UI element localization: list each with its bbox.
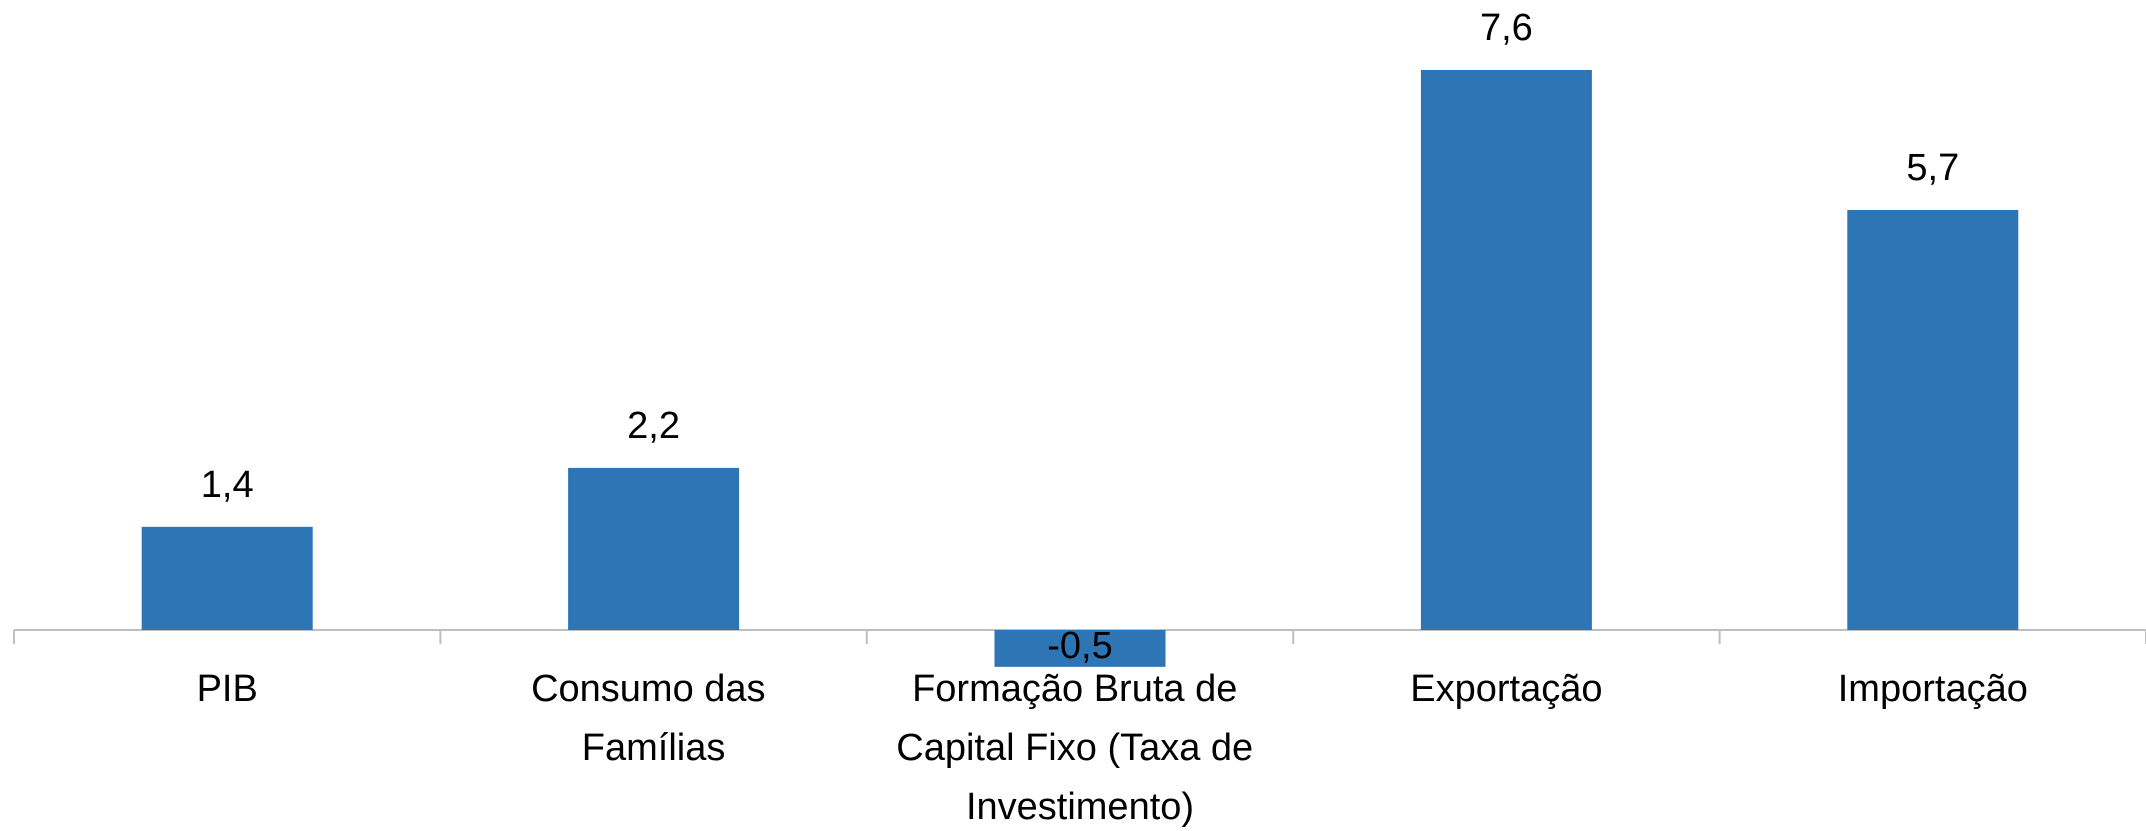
data-label: 7,6 [1480,7,1533,49]
label-line: Famílias [582,727,726,769]
bar [568,467,740,630]
data-label: 1,4 [201,464,254,506]
bar [141,526,313,630]
x-tick-label: PIB [197,668,258,710]
bar [994,630,1166,667]
x-tick-label: Consumo das Famílias [531,668,776,769]
data-label: 2,2 [627,405,680,447]
bar [1420,70,1592,630]
label-line: Consumo das [531,668,776,710]
label-line: PIB [197,668,258,710]
label-line: Importação [1838,668,2028,710]
label-line: Formação Bruta de [912,668,1248,710]
x-tick-label: Importação [1838,668,2028,710]
data-label: 5,7 [1906,147,1959,189]
label-line: Capital Fixo (Taxa de [896,727,1264,769]
data-label: -0,5 [1047,625,1112,667]
label-line: Exportação [1410,668,1602,710]
bar [1847,210,2019,630]
x-tick-label: Formação Bruta de Capital Fixo (Taxa de … [896,668,1264,828]
label-line: Investimento) [966,786,1194,828]
x-tick-label: Exportação [1410,668,1602,710]
